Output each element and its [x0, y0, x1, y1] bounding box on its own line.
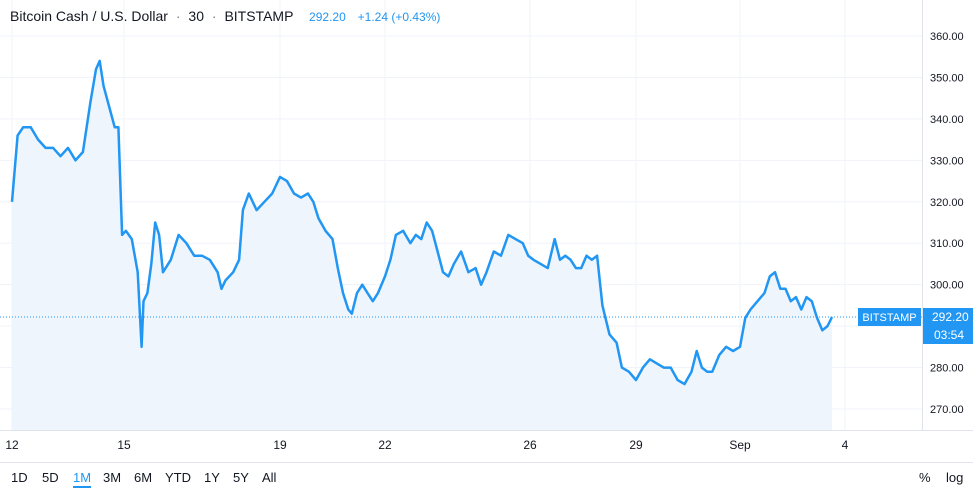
- log-scale-button[interactable]: log: [946, 470, 964, 485]
- countdown-label: 03:54: [934, 328, 964, 342]
- range-1d-button[interactable]: 1D: [11, 470, 28, 485]
- exchange-badge-label: BITSTAMP: [862, 312, 916, 324]
- y-tick-label: 270.00: [930, 404, 964, 416]
- symbol-title[interactable]: Bitcoin Cash / U.S. Dollar: [10, 8, 168, 24]
- price-badge: BITSTAMP 292.20 03:54: [858, 307, 973, 344]
- exchange-badge-bg: [858, 307, 921, 326]
- range-1m-button[interactable]: 1M: [73, 470, 92, 488]
- x-tick-label: 29: [629, 438, 643, 452]
- range-1y-button[interactable]: 1Y: [204, 470, 220, 485]
- y-tick-label: 350.00: [930, 72, 964, 84]
- price-badge-value: 292.20: [932, 310, 969, 324]
- x-tick-label: Sep: [729, 438, 751, 452]
- price-change: +1.24 (+0.43%): [357, 10, 441, 24]
- separator: ·: [211, 8, 217, 24]
- chart-header: Bitcoin Cash / U.S. Dollar · 30 · BITSTA…: [10, 8, 440, 24]
- y-tick-label: 310.00: [930, 238, 964, 250]
- exchange-label: BITSTAMP: [224, 8, 294, 24]
- range-ytd-button[interactable]: YTD: [165, 470, 191, 485]
- percent-scale-button[interactable]: %: [919, 470, 931, 485]
- x-tick-label: 19: [273, 438, 287, 452]
- x-tick-label: 12: [5, 438, 19, 452]
- y-tick-label: 280.00: [930, 363, 964, 375]
- y-tick-label: 300.00: [930, 280, 964, 292]
- range-5y-button[interactable]: 5Y: [233, 470, 249, 485]
- range-5d-button[interactable]: 5D: [42, 470, 59, 485]
- y-tick-label: 330.00: [930, 155, 964, 167]
- range-toolbar: 1D 5D 1M 3M 6M YTD 1Y 5Y All % log: [0, 462, 973, 490]
- x-tick-label: 26: [523, 438, 537, 452]
- price-badge-bg: [923, 307, 973, 344]
- y-tick-label: 360.00: [930, 31, 964, 43]
- x-tick-label: 22: [378, 438, 392, 452]
- x-tick-label: 15: [117, 438, 131, 452]
- area-fill: [12, 60, 832, 431]
- x-tick-label: 4: [842, 438, 849, 452]
- price-line: [10, 59, 834, 386]
- y-tick-label: 340.00: [930, 114, 964, 126]
- interval-label[interactable]: 30: [188, 8, 204, 24]
- last-price: 292.20: [309, 10, 346, 24]
- range-6m-button[interactable]: 6M: [134, 470, 153, 485]
- range-all-button[interactable]: All: [262, 470, 277, 485]
- y-tick-label: 320.00: [930, 197, 964, 209]
- range-3m-button[interactable]: 3M: [103, 470, 122, 485]
- separator: ·: [175, 8, 181, 24]
